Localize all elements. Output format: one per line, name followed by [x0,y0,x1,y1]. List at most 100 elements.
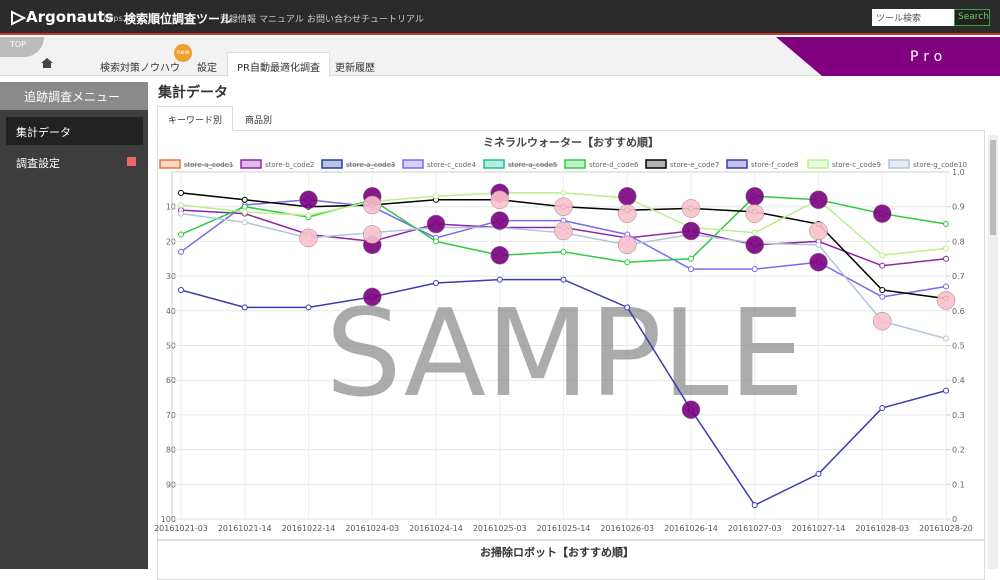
marker [873,204,892,223]
app-name[interactable]: 検索順位調査ツール [124,12,233,26]
legend-label: store-e_code7 [670,161,719,169]
x-tick-label: 20161024-03 [345,524,399,533]
point [305,212,312,219]
top-bar: Argonauts Apps. 検索順位調査ツール 登録情報 マニュアル お問い… [0,0,1000,35]
marker [554,197,573,216]
marker [745,204,764,223]
point [178,201,184,208]
marker [618,187,637,206]
y2-tick-label: 1.0 [952,168,965,177]
marker [363,287,382,307]
y-tick-label: 60 [166,376,176,385]
legend-label: store-c_code4 [427,161,476,169]
marker [809,221,828,241]
point [943,283,949,290]
point [241,203,248,210]
legend-swatch [645,159,667,169]
home-icon[interactable] [40,57,54,69]
scrollbar[interactable] [988,135,998,569]
tab[interactable]: 更新履歴 [335,63,375,74]
x-tick-label: 20161025-03 [473,524,527,533]
y-tick-label: 90 [166,480,176,489]
point [879,262,886,269]
point [879,286,886,293]
y2-tick-label: 0 [952,515,957,524]
search-input[interactable]: ツール検索 [872,9,954,26]
point [751,229,758,236]
scroll-thumb[interactable] [990,140,996,235]
nav-link[interactable]: マニュアル [259,15,304,25]
tab-active[interactable]: キーワード別 [157,106,234,131]
top-badge[interactable]: TOP [0,37,44,57]
menu-item-active[interactable]: 集計データ [6,117,143,145]
point [751,266,758,273]
tab[interactable]: 設定 [197,63,217,74]
nav-link[interactable]: お問い合わせ [307,15,362,25]
tab[interactable]: 検索対策ノウハウ [100,63,180,74]
point [879,404,886,411]
point [178,210,184,217]
marker [809,190,828,210]
chart-title: ミネラルウォーター【おすすめ順】 [483,135,659,149]
x-tick-label: 20161027-03 [728,524,782,533]
marker [299,228,318,248]
x-tick-label: 20161024-14 [409,524,463,533]
legend-swatch [159,159,181,169]
marker [745,235,764,255]
marker [618,204,637,223]
menu-marker [127,157,136,166]
tab-active[interactable]: PR自動最適化調査 [227,52,330,77]
legend-label: store-d_code6 [589,161,639,169]
marker [681,199,701,218]
point [688,266,694,273]
marker [681,221,701,241]
x-tick-label: 20161022-14 [282,524,336,533]
marker [363,225,382,244]
legend-swatch [564,159,586,169]
point [624,259,631,266]
marker [681,400,701,419]
point [943,335,949,342]
marker [809,252,828,272]
menu-item[interactable]: 調査設定 [16,157,60,170]
x-tick-label: 20161026-14 [664,524,718,533]
marker [363,195,382,215]
legend-swatch [726,159,748,169]
y2-tick-label: 0.6 [952,307,965,316]
sidebar: 追跡調査メニュー 集計データ 調査設定 [0,82,148,569]
point [305,304,312,311]
legend-label: store-a_code1 [184,161,233,169]
sidebar-title: 追跡調査メニュー [0,82,148,110]
point [496,276,503,283]
point [879,293,886,300]
point [433,193,439,200]
legend-swatch [483,159,505,169]
point [560,248,567,255]
point [178,248,184,255]
legend-label: store-a_code3 [346,161,395,169]
point [433,238,439,245]
marker [618,235,637,255]
nav-link[interactable]: チュートリアル [361,15,424,25]
x-tick-label: 20161026-03 [600,524,654,533]
chart-panel [157,130,985,540]
y-tick-label: 70 [166,411,176,420]
logo[interactable]: Argonauts [26,8,114,26]
marker [490,211,509,230]
legend-label: store-c_code9 [832,161,881,169]
next-chart-title: お掃除ロボット【おすすめ順】 [480,546,634,559]
logo-icon [11,10,26,26]
y-tick-label: 80 [166,446,176,455]
legend-label: store-b_code2 [265,161,315,169]
point [943,387,949,394]
point [943,255,949,262]
point [241,196,248,203]
logo-sub: Apps. [103,14,126,23]
search-button[interactable]: Search [954,9,990,26]
tab[interactable]: 商品別 [245,116,273,126]
nav-link[interactable]: 登録情報 [220,15,257,25]
point [624,304,631,311]
y-tick-label: 10 [166,203,176,212]
point [241,219,248,226]
